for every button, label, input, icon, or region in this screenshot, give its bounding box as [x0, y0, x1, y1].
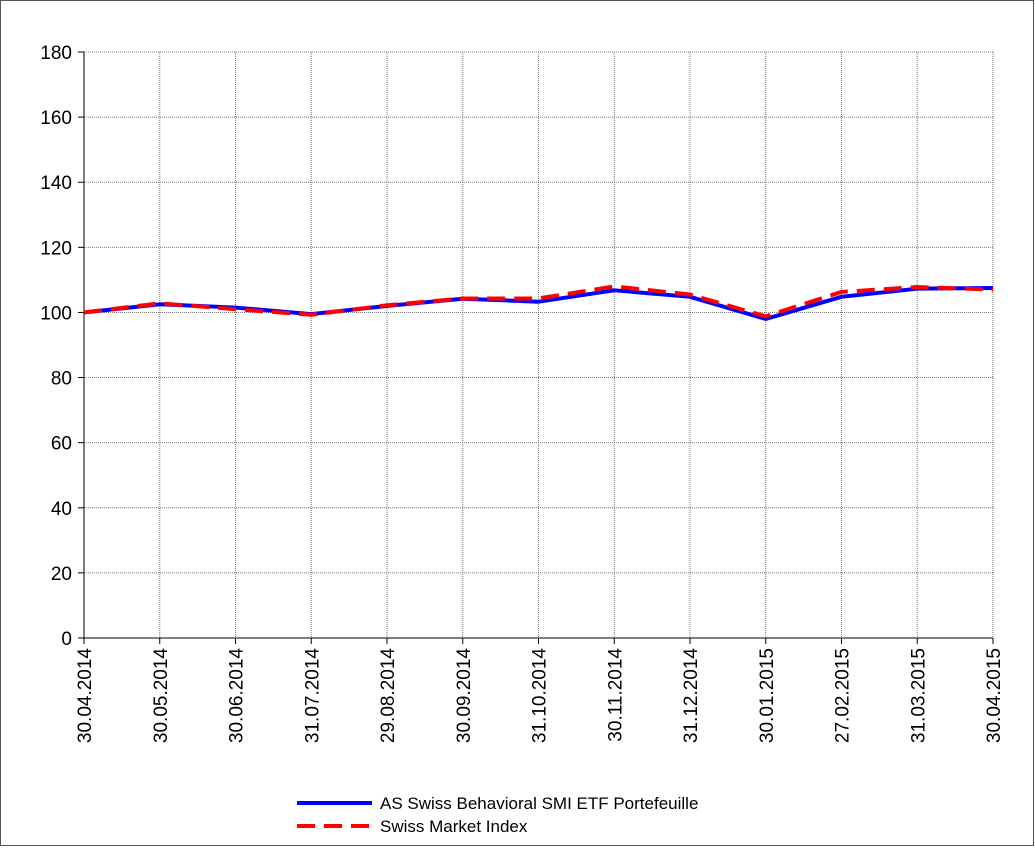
y-tick-label: 20: [51, 564, 72, 585]
series-line: [83, 284, 994, 319]
x-tick-label: 30.01.2015: [757, 648, 778, 743]
y-tick-label: 100: [40, 303, 72, 324]
x-tick-label: 31.10.2014: [530, 648, 551, 744]
y-tick-label: 160: [40, 108, 72, 129]
x-tick-label: 30.06.2014: [227, 648, 248, 744]
legend-label: AS Swiss Behavioral SMI ETF Portefeuille: [380, 794, 698, 813]
y-tick-label: 120: [40, 238, 72, 259]
y-tick-label: 40: [51, 499, 72, 520]
y-tick-label: 140: [40, 173, 72, 194]
x-tick-label: 30.11.2014: [605, 648, 626, 742]
x-tick-label: 30.09.2014: [454, 648, 475, 744]
x-tick-label: 29.08.2014: [378, 648, 399, 744]
x-tick-label: 31.12.2014: [681, 648, 702, 744]
x-tick-label: 30.05.2014: [151, 648, 172, 744]
x-tick-label: 31.03.2015: [908, 648, 929, 743]
y-tick-label: 0: [61, 629, 72, 650]
y-tick-label: 180: [40, 43, 72, 64]
y-tick-label: 80: [51, 369, 72, 390]
x-tick-label: 31.07.2014: [302, 648, 323, 744]
x-tick-label: 30.04.2014: [75, 648, 96, 744]
y-tick-label: 60: [51, 434, 72, 455]
x-tick-label: 27.02.2015: [833, 648, 854, 743]
legend-label: Swiss Market Index: [380, 817, 528, 836]
x-tick-label: 30.04.2015: [984, 648, 1005, 743]
